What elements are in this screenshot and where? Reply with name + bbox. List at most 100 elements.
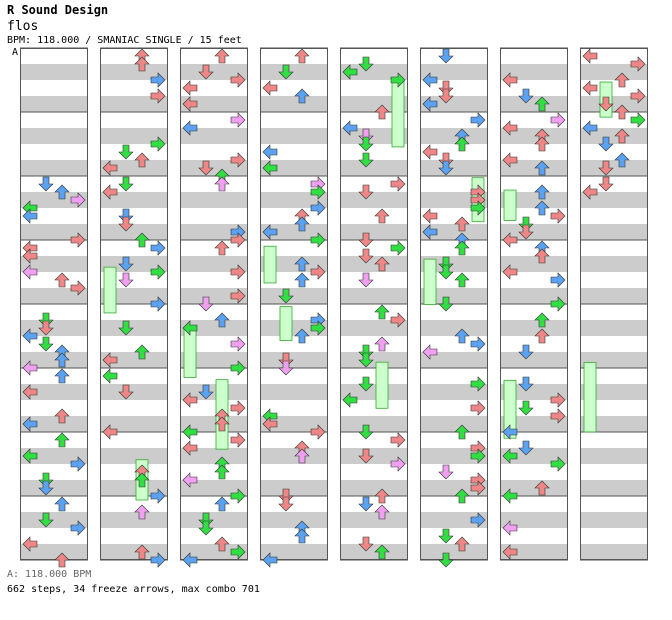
step-arrow-down [518, 376, 534, 392]
step-arrow-right [630, 112, 646, 128]
column-border [180, 48, 248, 560]
step-arrow-left [582, 80, 598, 96]
step-arrow-left [262, 416, 278, 432]
beat-stripe [180, 320, 248, 336]
step-arrow-left [342, 64, 358, 80]
beat-stripe [20, 256, 88, 272]
beat-stripe [100, 320, 168, 336]
beat-stripe [100, 352, 168, 368]
step-arrow-up [294, 88, 310, 104]
step-arrow-right [310, 264, 326, 280]
step-arrow-down [518, 224, 534, 240]
beat-stripe [260, 448, 328, 464]
beat-stripe [20, 224, 88, 240]
step-arrow-down [438, 552, 454, 568]
beat-stripe [580, 64, 648, 80]
step-arrow-down [198, 520, 214, 536]
step-arrow-right [150, 88, 166, 104]
step-arrow-up [214, 416, 230, 432]
beat-stripe [100, 512, 168, 528]
step-arrow-left [22, 448, 38, 464]
step-arrow-down [198, 160, 214, 176]
freeze-arrow [263, 245, 277, 284]
step-arrow-down [598, 176, 614, 192]
beat-stripe [500, 544, 568, 560]
step-arrow-down [598, 136, 614, 152]
beat-stripe [340, 64, 408, 80]
beat-stripe [180, 352, 248, 368]
step-arrow-right [550, 296, 566, 312]
step-arrow-down [38, 512, 54, 528]
step-arrow-up [214, 536, 230, 552]
step-arrow-right [230, 264, 246, 280]
step-arrow-right [230, 232, 246, 248]
step-arrow-down [518, 440, 534, 456]
step-arrow-down [438, 256, 454, 272]
beat-stripe [20, 96, 88, 112]
step-arrow-down [358, 232, 374, 248]
step-arrow-up [534, 160, 550, 176]
beat-stripe [340, 448, 408, 464]
step-arrow-down [278, 496, 294, 512]
step-arrow-right [230, 360, 246, 376]
step-arrow-right [230, 544, 246, 560]
step-arrow-left [182, 96, 198, 112]
step-arrow-right [150, 488, 166, 504]
step-arrow-down [358, 376, 374, 392]
step-arrow-up [294, 256, 310, 272]
step-arrow-right [310, 424, 326, 440]
beat-stripe [340, 512, 408, 528]
step-arrow-right [470, 448, 486, 464]
beat-stripe [420, 160, 488, 176]
step-arrow-left [102, 424, 118, 440]
step-arrow-down [358, 184, 374, 200]
beat-stripe [20, 288, 88, 304]
step-arrow-right [390, 72, 406, 88]
step-arrow-down [358, 272, 374, 288]
step-arrow-down [118, 256, 134, 272]
step-arrow-down [118, 208, 134, 224]
beat-stripe [420, 128, 488, 144]
beat-stripe [100, 416, 168, 432]
step-arrow-right [470, 512, 486, 528]
step-arrow-up [134, 544, 150, 560]
beat-stripe [20, 320, 88, 336]
beat-stripe [20, 352, 88, 368]
beat-stripe [340, 128, 408, 144]
step-arrow-up [134, 56, 150, 72]
step-arrow-down [198, 64, 214, 80]
step-arrow-right [550, 208, 566, 224]
step-arrow-down [278, 352, 294, 368]
step-arrow-left [262, 160, 278, 176]
beat-stripe [340, 480, 408, 496]
beat-stripe [20, 192, 88, 208]
beat-stripe [340, 416, 408, 432]
step-arrow-right [150, 264, 166, 280]
step-arrow-right [390, 312, 406, 328]
beat-stripe [100, 128, 168, 144]
beat-stripe [580, 352, 648, 368]
step-arrow-left [182, 440, 198, 456]
step-arrow-up [534, 96, 550, 112]
step-arrow-left [182, 424, 198, 440]
beat-stripe [580, 256, 648, 272]
step-arrow-right [230, 112, 246, 128]
column-border [100, 48, 168, 560]
step-arrow-up [534, 136, 550, 152]
step-arrow-up [374, 256, 390, 272]
beat-stripe [500, 96, 568, 112]
freeze-arrow [423, 258, 437, 306]
step-arrow-down [518, 88, 534, 104]
beat-stripe [500, 160, 568, 176]
song-title: flos [7, 19, 39, 34]
step-arrow-left [502, 544, 518, 560]
beat-stripe [260, 224, 328, 240]
step-arrow-down [198, 296, 214, 312]
beat-stripe [580, 448, 648, 464]
beat-stripe [180, 512, 248, 528]
step-arrow-left [22, 264, 38, 280]
step-arrow-right [630, 88, 646, 104]
step-arrow-right [310, 320, 326, 336]
step-arrow-left [22, 328, 38, 344]
step-arrow-left [422, 96, 438, 112]
